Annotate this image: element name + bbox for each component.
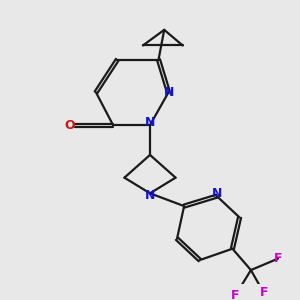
Text: O: O [64, 118, 75, 132]
Text: N: N [212, 187, 223, 200]
Text: F: F [260, 286, 268, 299]
Text: F: F [274, 252, 282, 265]
Text: N: N [145, 189, 155, 202]
Text: N: N [145, 116, 155, 129]
Text: N: N [164, 86, 174, 99]
Text: F: F [231, 289, 239, 300]
